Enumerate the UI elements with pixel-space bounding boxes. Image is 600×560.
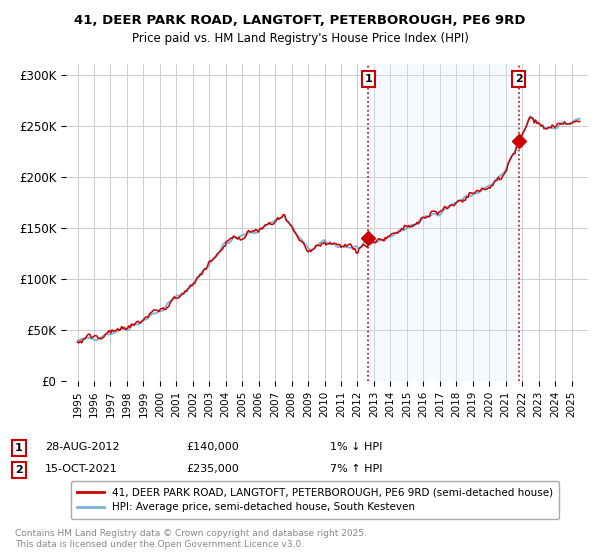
Text: 2: 2	[515, 74, 523, 84]
Text: 41, DEER PARK ROAD, LANGTOFT, PETERBOROUGH, PE6 9RD: 41, DEER PARK ROAD, LANGTOFT, PETERBOROU…	[74, 14, 526, 27]
Text: Price paid vs. HM Land Registry's House Price Index (HPI): Price paid vs. HM Land Registry's House …	[131, 32, 469, 45]
Text: £235,000: £235,000	[186, 464, 239, 474]
Text: 1: 1	[15, 443, 23, 453]
Bar	[368, 64, 519, 381]
Text: 28-AUG-2012: 28-AUG-2012	[45, 442, 119, 452]
Text: 7% ↑ HPI: 7% ↑ HPI	[330, 464, 383, 474]
Text: 2: 2	[15, 465, 23, 475]
Text: 1: 1	[365, 74, 373, 84]
Text: Contains HM Land Registry data © Crown copyright and database right 2025.
This d: Contains HM Land Registry data © Crown c…	[15, 529, 367, 549]
Legend: 41, DEER PARK ROAD, LANGTOFT, PETERBOROUGH, PE6 9RD (semi-detached house), HPI: : 41, DEER PARK ROAD, LANGTOFT, PETERBOROU…	[71, 481, 559, 519]
Text: 1% ↓ HPI: 1% ↓ HPI	[330, 442, 382, 452]
Text: £140,000: £140,000	[186, 442, 239, 452]
Text: 15-OCT-2021: 15-OCT-2021	[45, 464, 118, 474]
